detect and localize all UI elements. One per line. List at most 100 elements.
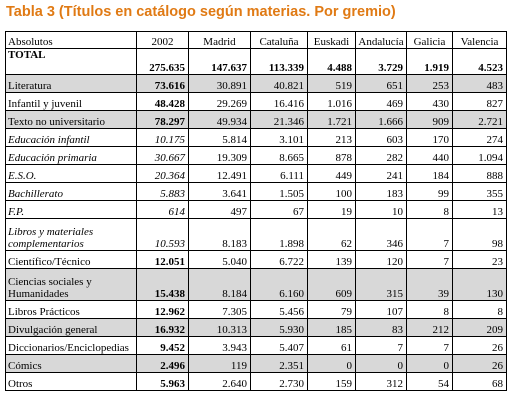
value-cell: 5.883 — [136, 182, 189, 201]
table-row: Educación infantil 10.175 5.814 3.101 213 603… — [5, 128, 507, 147]
header-cell: Cataluña — [250, 31, 308, 49]
table-row: Otros 5.963 2.640 2.730 159 312 54 68 — [5, 372, 507, 391]
value-cell: 10.175 — [136, 128, 189, 147]
value-cell: 603 — [355, 128, 407, 147]
value-cell: 62 — [307, 218, 356, 251]
value-cell: 61 — [307, 336, 356, 355]
table-row: Bachillerato 5.883 3.641 1.505 100 183 99 355 — [5, 182, 507, 201]
value-cell: 7 — [406, 218, 453, 251]
value-cell: 7 — [406, 336, 453, 355]
header-cell: Galicia — [406, 31, 453, 49]
value-cell: 5.456 — [250, 300, 308, 319]
value-cell: 21.346 — [250, 110, 308, 129]
value-cell: 30.667 — [136, 146, 189, 165]
value-cell: 7.305 — [188, 300, 251, 319]
value-cell: 83 — [355, 318, 407, 337]
value-cell: 1.919 — [406, 48, 453, 75]
value-cell: 430 — [406, 92, 453, 111]
value-cell: 12.491 — [188, 164, 251, 183]
value-cell: 2.640 — [188, 372, 251, 391]
value-cell: 1.898 — [250, 218, 308, 251]
table-row: Ciencias sociales y Humanidades 15.438 8.1… — [5, 268, 507, 301]
value-cell: 30.891 — [188, 74, 251, 93]
table-row: Texto no universitario 78.297 49.934 21.346… — [5, 110, 507, 129]
value-cell: 3.943 — [188, 336, 251, 355]
value-cell: 469 — [355, 92, 407, 111]
value-cell: 878 — [307, 146, 356, 165]
value-cell: 1.666 — [355, 110, 407, 129]
value-cell: 49.934 — [188, 110, 251, 129]
value-cell: 184 — [406, 164, 453, 183]
catalog-table: Absolutos 2002 Madrid Cataluña Euskadi A… — [5, 31, 507, 391]
value-cell: 8.183 — [188, 218, 251, 251]
row-label: Infantil y juvenil — [5, 92, 137, 111]
value-cell: 10 — [355, 200, 407, 219]
value-cell: 0 — [355, 354, 407, 373]
table-row: Diccionarios/Enciclopedias 9.452 3.943 5.40… — [5, 336, 507, 355]
value-cell: 23 — [452, 250, 507, 269]
value-cell: 19.309 — [188, 146, 251, 165]
table-row: Libros y materiales complementarios 10.59… — [5, 218, 507, 251]
value-cell: 8 — [406, 300, 453, 319]
value-cell: 2.721 — [452, 110, 507, 129]
table-row: Literatura 73.616 30.891 40.821 519 651 253 483 — [5, 74, 507, 93]
value-cell: 7 — [355, 336, 407, 355]
value-cell: 12.962 — [136, 300, 189, 319]
value-cell: 113.339 — [250, 48, 308, 75]
value-cell: 12.051 — [136, 250, 189, 269]
value-cell: 909 — [406, 110, 453, 129]
value-cell: 3.729 — [355, 48, 407, 75]
value-cell: 483 — [452, 74, 507, 93]
value-cell: 99 — [406, 182, 453, 201]
value-cell: 6.160 — [250, 268, 308, 301]
value-cell: 282 — [355, 146, 407, 165]
table-row: Cómics 2.496 119 2.351 0 0 0 26 — [5, 354, 507, 373]
value-cell: 26 — [452, 354, 507, 373]
value-cell: 1.016 — [307, 92, 356, 111]
value-cell: 213 — [307, 128, 356, 147]
value-cell: 170 — [406, 128, 453, 147]
row-label: Educación primaria — [5, 146, 137, 165]
value-cell: 130 — [452, 268, 507, 301]
value-cell: 7 — [406, 250, 453, 269]
header-cell: 2002 — [136, 31, 189, 49]
row-label: Literatura — [5, 74, 137, 93]
value-cell: 3.641 — [188, 182, 251, 201]
value-cell: 185 — [307, 318, 356, 337]
value-cell: 16.932 — [136, 318, 189, 337]
value-cell: 8 — [406, 200, 453, 219]
value-cell: 5.040 — [188, 250, 251, 269]
value-cell: 827 — [452, 92, 507, 111]
value-cell: 6.111 — [250, 164, 308, 183]
value-cell: 40.821 — [250, 74, 308, 93]
value-cell: 147.637 — [188, 48, 251, 75]
row-label: Divulgación general — [5, 318, 137, 337]
value-cell: 6.722 — [250, 250, 308, 269]
value-cell: 8.184 — [188, 268, 251, 301]
table-row: Educación primaria 30.667 19.309 8.665 878 28… — [5, 146, 507, 165]
value-cell: 139 — [307, 250, 356, 269]
header-cell: Euskadi — [307, 31, 356, 49]
row-label: Ciencias sociales y Humanidades — [5, 268, 137, 301]
header-cell: Absolutos — [5, 31, 137, 49]
value-cell: 614 — [136, 200, 189, 219]
row-label: Otros — [5, 372, 137, 391]
value-cell: 8 — [452, 300, 507, 319]
value-cell: 241 — [355, 164, 407, 183]
value-cell: 15.438 — [136, 268, 189, 301]
value-cell: 8.665 — [250, 146, 308, 165]
value-cell: 312 — [355, 372, 407, 391]
value-cell: 274 — [452, 128, 507, 147]
value-cell: 315 — [355, 268, 407, 301]
value-cell: 0 — [307, 354, 356, 373]
value-cell: 119 — [188, 354, 251, 373]
row-label: Texto no universitario — [5, 110, 137, 129]
value-cell: 16.416 — [250, 92, 308, 111]
value-cell: 107 — [355, 300, 407, 319]
row-label: Libros y materiales complementarios — [5, 218, 137, 251]
table-row: Libros Prácticos 12.962 7.305 5.456 79 107 8 8 — [5, 300, 507, 319]
value-cell: 100 — [307, 182, 356, 201]
value-cell: 0 — [406, 354, 453, 373]
table-body: Absolutos 2002 Madrid Cataluña Euskadi A… — [5, 31, 507, 391]
value-cell: 651 — [355, 74, 407, 93]
